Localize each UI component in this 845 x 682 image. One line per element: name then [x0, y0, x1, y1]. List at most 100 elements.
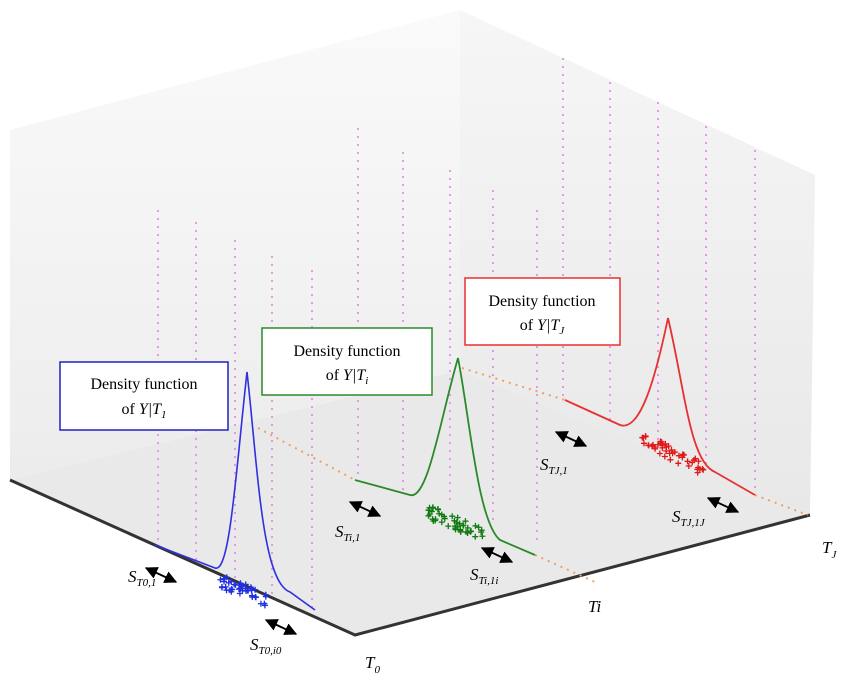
s-label: ST0,i0 [250, 635, 282, 657]
text: J [831, 549, 837, 561]
scatter-cross [436, 510, 443, 517]
scatter-cross [694, 469, 701, 476]
right-wall [460, 10, 815, 515]
box-subtitle: of Y|TJ [520, 317, 566, 337]
scatter-cross [695, 458, 702, 465]
scatter-cross [675, 452, 682, 459]
text: S [128, 567, 137, 586]
box-green [261, 327, 433, 396]
scatter-cross [640, 440, 647, 447]
var: Y|T [537, 317, 560, 334]
scatter-cross [242, 581, 249, 588]
scatter-cross [454, 514, 461, 521]
scatter-cross [438, 519, 445, 526]
box-red [464, 277, 621, 346]
scatter-cross [217, 576, 224, 583]
s-label: STi,1i [470, 565, 498, 587]
scatter-cross [218, 584, 225, 591]
scatter-cross [478, 529, 485, 536]
scatter-cross [667, 456, 674, 463]
var: Y|T [139, 401, 162, 418]
text: S [470, 565, 479, 584]
box-subtitle: of Y|T1 [121, 401, 166, 421]
scatter-cross [457, 528, 464, 535]
scatter-cross [463, 528, 470, 535]
box-blue [59, 361, 229, 431]
scatter-cross [692, 455, 699, 462]
scatter-cross [262, 593, 269, 600]
sub: i [365, 375, 368, 387]
text: T [365, 653, 376, 672]
text: T0,i0 [259, 645, 282, 657]
scatter-cross [222, 583, 229, 590]
scatter-cross [245, 587, 252, 594]
s-label: ST0,1 [128, 567, 156, 589]
axis-label: T0 [365, 653, 380, 676]
var: Y|T [343, 367, 366, 384]
scatter-cross [231, 581, 238, 588]
scatter-cross [468, 528, 475, 535]
scatter-cross [434, 505, 441, 512]
scatter-cross [475, 524, 482, 531]
scatter-cross [654, 441, 661, 448]
scatter-cross [668, 447, 675, 454]
scatter-cross [472, 533, 479, 540]
scatter-cross [236, 590, 243, 597]
scatter-cross [225, 579, 232, 586]
scatter-cross [657, 440, 664, 447]
text: S [250, 635, 259, 654]
scatter-cross [666, 450, 673, 457]
scatter-cross [441, 513, 448, 520]
text: T [822, 538, 833, 557]
density-curve-green [354, 357, 536, 556]
box-title: Density function [90, 376, 197, 393]
scatter-cross [456, 520, 463, 527]
scatter-cross [228, 588, 235, 595]
box-title: Density function [488, 293, 595, 310]
scatter-cross [426, 511, 433, 518]
scatter-cross [462, 518, 469, 525]
text: TJ,1 [549, 465, 568, 477]
of: of [121, 401, 135, 418]
scatter-cross [671, 449, 678, 456]
box-title: Density function [293, 343, 400, 360]
text: S [540, 455, 549, 474]
scatter-cross [679, 451, 686, 458]
scatter-cross [479, 533, 486, 540]
scatter-cross [684, 458, 691, 465]
scatter-cross [249, 594, 256, 601]
scatter-cross [696, 466, 703, 473]
scatter-cross [648, 443, 655, 450]
scatter-cross [237, 585, 244, 592]
scatter-cross [656, 450, 663, 457]
axis-label: Ti [588, 597, 602, 616]
of: of [520, 317, 534, 334]
scatter-cross [689, 459, 696, 466]
scatter-cross [700, 466, 707, 473]
text: T0,1 [137, 577, 157, 589]
text: Ti,1 [344, 532, 361, 544]
scatter-cross [685, 462, 692, 469]
text: TJ,1J [681, 517, 706, 529]
scatter-cross [661, 453, 668, 460]
scatter-cross [460, 522, 467, 529]
density-curve-red [564, 317, 756, 496]
arrows [144, 431, 740, 635]
scatter-cross [454, 523, 461, 530]
scatter-cross [221, 578, 228, 585]
text: 0 [374, 664, 380, 676]
scatter-cross [252, 586, 259, 593]
of: of [326, 367, 340, 384]
scatter-cross [472, 522, 479, 529]
text: S [335, 522, 344, 541]
scatter-cross [429, 504, 436, 511]
scatter-cross [221, 575, 228, 582]
scatter-cross [639, 434, 646, 441]
sub: 1 [161, 409, 167, 421]
box-subtitle: of Y|Ti [326, 367, 369, 387]
floor-edge [9, 478, 811, 637]
scatter-cross [642, 433, 649, 440]
scatter-cross [464, 524, 471, 531]
s-label: STJ,1 [540, 455, 568, 477]
s-label: STJ,1J [672, 507, 706, 529]
